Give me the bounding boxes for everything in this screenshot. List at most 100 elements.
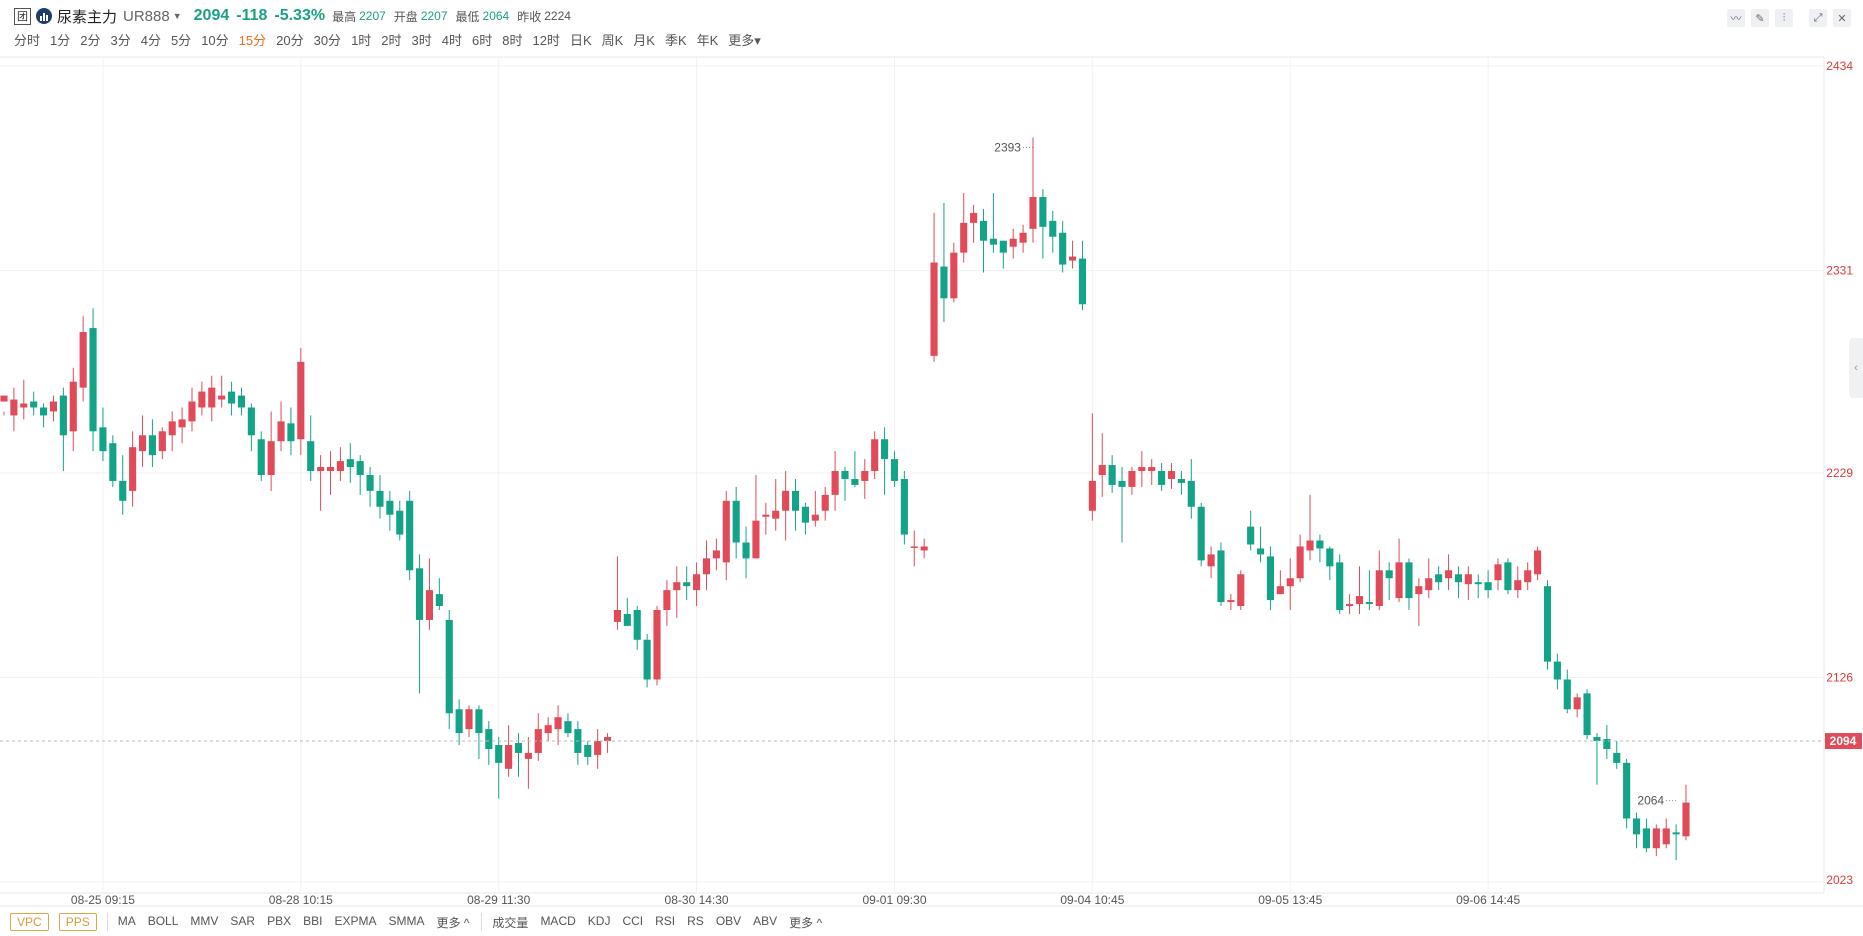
period-selector: 分时 1分 2分 3分 4分 5分 10分 15分 20分 30分 1时 2时 3时 4时 6时 8时 12时日…: [14, 30, 771, 50]
candle-body: [99, 427, 107, 452]
period-7[interactable]: 15分: [238, 33, 267, 48]
candle-body: [1375, 570, 1383, 607]
candle-body: [900, 478, 908, 535]
chart-type-icon[interactable]: [36, 8, 52, 24]
open-label: 开盘: [393, 9, 418, 24]
candle-body: [495, 745, 503, 763]
main-indicator-0[interactable]: MA: [117, 913, 136, 928]
period-21[interactable]: 年K: [696, 33, 719, 48]
main-indicator-3[interactable]: SAR: [230, 913, 256, 928]
period-8[interactable]: 20分: [276, 33, 304, 48]
candle-body: [722, 500, 730, 563]
candle-body: [485, 729, 493, 749]
close-icon[interactable]: ✕: [1833, 9, 1851, 27]
period-10[interactable]: 1时: [351, 33, 372, 48]
candle-body: [20, 403, 28, 408]
candle-body: [960, 222, 968, 253]
fullscreen-icon[interactable]: ⤢: [1809, 9, 1827, 27]
candle-body: [970, 212, 978, 223]
period-17[interactable]: 日K: [569, 33, 592, 48]
period-19[interactable]: 月K: [633, 33, 655, 48]
period-16[interactable]: 12时: [532, 33, 560, 48]
main-indicator-5[interactable]: BBI: [303, 913, 323, 928]
period-11[interactable]: 2时: [381, 33, 402, 48]
y-tick-label: 2023: [1826, 873, 1853, 887]
candle-body: [59, 395, 67, 436]
period-22[interactable]: 更多▾: [728, 33, 761, 48]
main-indicator-7[interactable]: SMMA: [388, 913, 425, 928]
period-9[interactable]: 30分: [313, 33, 342, 48]
period-1[interactable]: 1分: [50, 33, 71, 48]
period-14[interactable]: 6时: [472, 33, 493, 48]
exchange-logo-icon: 团: [14, 7, 31, 25]
sub-indicator-1[interactable]: MACD: [540, 913, 576, 928]
main-indicator-8[interactable]: 更多 ^: [436, 915, 470, 930]
main-indicator-4[interactable]: PBX: [267, 913, 292, 928]
period-20[interactable]: 季K: [664, 33, 687, 48]
candle-body: [1405, 562, 1413, 599]
period-15[interactable]: 8时: [502, 33, 523, 48]
candle-style-icon[interactable]: ⫶: [1775, 9, 1793, 27]
candle-body: [129, 447, 137, 491]
candle-body: [1049, 220, 1057, 237]
candle-body: [1662, 828, 1670, 845]
candle-body: [356, 461, 364, 475]
x-tick-label: 08-25 09:15: [71, 893, 135, 907]
sub-indicator-2[interactable]: KDJ: [587, 913, 611, 928]
period-13[interactable]: 4时: [441, 33, 462, 48]
divider: [481, 913, 483, 931]
sub-indicator-8[interactable]: 更多 ^: [789, 915, 823, 930]
candle-body: [1217, 550, 1225, 603]
candle-body: [1237, 574, 1245, 607]
period-0[interactable]: 分时: [14, 33, 41, 48]
period-6[interactable]: 10分: [201, 33, 229, 48]
sub-indicator-4[interactable]: RSI: [655, 913, 676, 928]
candle-body: [1128, 471, 1136, 487]
symbol-name[interactable]: 尿素主力: [57, 8, 118, 26]
candle-body: [40, 407, 48, 416]
candle-body: [1098, 465, 1106, 475]
pps-button[interactable]: PPS: [58, 913, 97, 931]
candle-body: [673, 582, 681, 591]
last-price-label: 2094: [1830, 734, 1857, 748]
candle-body: [1088, 480, 1096, 511]
candle-body: [505, 745, 513, 769]
period-5[interactable]: 5分: [170, 33, 192, 48]
candle-body: [415, 568, 424, 620]
candle-body: [1158, 471, 1166, 485]
candle-body: [782, 490, 790, 511]
period-3[interactable]: 3分: [110, 33, 131, 48]
vpc-button[interactable]: VPC: [10, 913, 49, 931]
sub-indicator-0[interactable]: 成交量: [492, 915, 529, 930]
symbol-dropdown-icon[interactable]: ▼: [172, 11, 182, 21]
candle-body: [910, 546, 918, 548]
candle-body: [257, 439, 265, 475]
candle-body: [871, 439, 879, 472]
draw-pencil-icon[interactable]: ✎: [1751, 9, 1769, 27]
candle-body: [663, 590, 671, 610]
indicator-line-icon[interactable]: 〰: [1727, 9, 1745, 27]
y-axis: 2434 2331 2229 2126 2023: [1826, 59, 1853, 887]
sub-indicator-7[interactable]: ABV: [753, 913, 778, 928]
candle-body: [168, 421, 176, 436]
period-12[interactable]: 3时: [411, 33, 432, 48]
candle-body: [1256, 548, 1265, 555]
main-indicator-2[interactable]: MMV: [190, 913, 219, 928]
candle-body: [188, 401, 196, 422]
period-4[interactable]: 4分: [140, 33, 161, 48]
sub-indicator-3[interactable]: CCI: [622, 913, 644, 928]
period-2[interactable]: 2分: [80, 33, 101, 48]
candle-body: [69, 381, 77, 432]
period-18[interactable]: 周K: [601, 33, 624, 48]
candle-body: [732, 500, 740, 543]
main-indicator-6[interactable]: EXPMA: [334, 913, 377, 928]
x-axis: 08-25 09:15 08-28 10:15 08-29 11:30 08-30 1…: [71, 893, 1521, 907]
symbol-code[interactable]: UR888: [123, 7, 170, 25]
collapse-panel-icon[interactable]: ‹: [1849, 338, 1863, 398]
sub-indicator-6[interactable]: OBV: [715, 913, 742, 928]
x-tick-label: 09-05 13:45: [1258, 893, 1322, 907]
main-indicator-1[interactable]: BOLL: [147, 913, 179, 928]
candle-body: [1563, 679, 1571, 710]
sub-indicator-5[interactable]: RS: [687, 913, 704, 928]
